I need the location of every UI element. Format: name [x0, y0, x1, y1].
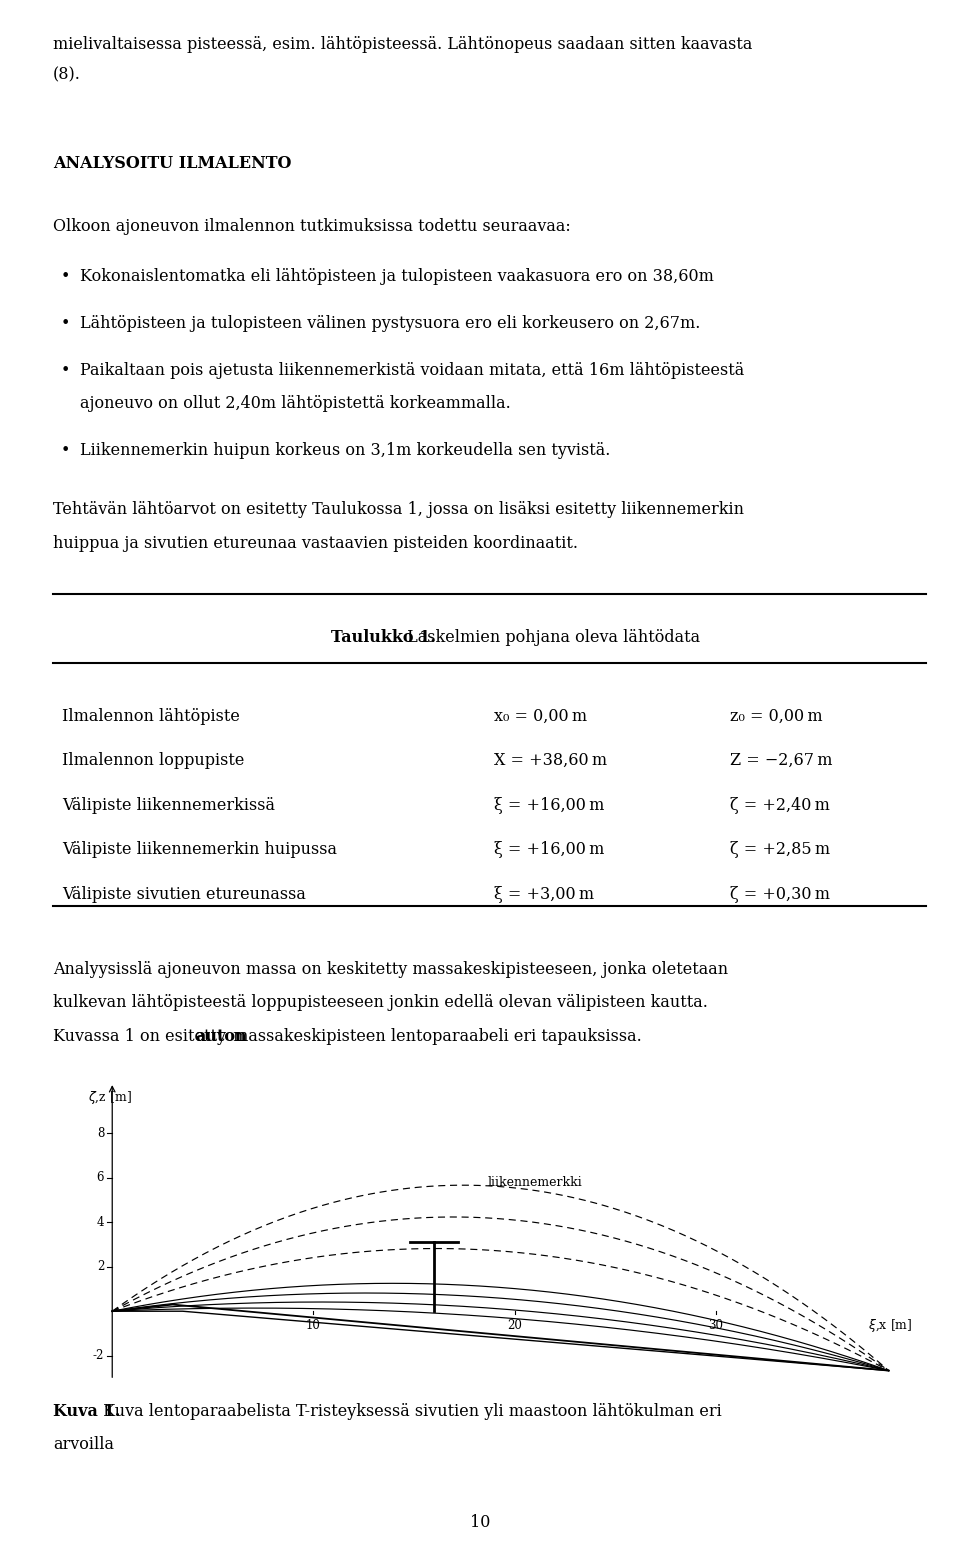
Text: ξ = +3,00 m: ξ = +3,00 m [494, 886, 594, 903]
Text: Ilmalennon lähtöpiste: Ilmalennon lähtöpiste [62, 708, 240, 725]
Text: liikennemerkki: liikennemerkki [488, 1176, 582, 1189]
Text: Ilmalennon loppupiste: Ilmalennon loppupiste [62, 753, 245, 769]
Text: Tehtävän lähtöarvot on esitetty Taulukossa 1, jossa on lisäksi esitetty liikenne: Tehtävän lähtöarvot on esitetty Taulukos… [53, 501, 744, 519]
Text: -2: -2 [93, 1350, 105, 1362]
Text: $\zeta$,z [m]: $\zeta$,z [m] [88, 1089, 132, 1106]
Text: Välipiste liikennemerkin huipussa: Välipiste liikennemerkin huipussa [62, 842, 337, 858]
Text: Kuvassa 1 on esitetty: Kuvassa 1 on esitetty [53, 1028, 231, 1045]
Text: Lähtöpisteen ja tulopisteen välinen pystysuora ero eli korkeusero on 2,67m.: Lähtöpisteen ja tulopisteen välinen pyst… [80, 316, 700, 331]
Text: Kuva 1.: Kuva 1. [53, 1403, 120, 1420]
Text: 20: 20 [507, 1318, 522, 1332]
Text: ξ = +16,00 m: ξ = +16,00 m [494, 797, 605, 814]
Text: Kokonaislentomatka eli lähtöpisteen ja tulopisteen vaakasuora ero on 38,60m: Kokonaislentomatka eli lähtöpisteen ja t… [80, 269, 713, 284]
Text: Kuva lentoparaabelista T-risteyksessä sivutien yli maastoon lähtökulman eri: Kuva lentoparaabelista T-risteyksessä si… [98, 1403, 722, 1420]
Text: ξ = +16,00 m: ξ = +16,00 m [494, 842, 605, 858]
Text: •: • [60, 442, 70, 459]
Text: massakeskipisteen lentoparaabeli eri tapauksissa.: massakeskipisteen lentoparaabeli eri tap… [228, 1028, 642, 1045]
Text: arvoilla: arvoilla [53, 1437, 114, 1453]
Text: z₀ = 0,00 m: z₀ = 0,00 m [730, 708, 822, 725]
Text: 10: 10 [469, 1514, 491, 1531]
Text: 2: 2 [97, 1261, 105, 1273]
Text: Liikennemerkin huipun korkeus on 3,1m korkeudella sen tyvistä.: Liikennemerkin huipun korkeus on 3,1m ko… [80, 442, 610, 459]
Text: ζ = +2,40 m: ζ = +2,40 m [730, 797, 829, 814]
Text: Olkoon ajoneuvon ilmalennon tutkimuksissa todettu seuraavaa:: Olkoon ajoneuvon ilmalennon tutkimuksiss… [53, 219, 570, 234]
Text: (8).: (8). [53, 66, 81, 83]
Text: ajoneuvo on ollut 2,40m lähtöpistettä korkeammalla.: ajoneuvo on ollut 2,40m lähtöpistettä ko… [80, 395, 511, 412]
Text: 10: 10 [306, 1318, 321, 1332]
Text: Analyysisslä ajoneuvon massa on keskitetty massakeskipisteeseen, jonka oletetaan: Analyysisslä ajoneuvon massa on keskitet… [53, 961, 728, 978]
Text: mielivaltaisessa pisteessä, esim. lähtöpisteessä. Lähtönopeus saadaan sitten kaa: mielivaltaisessa pisteessä, esim. lähtöp… [53, 36, 753, 53]
Text: Z = −2,67 m: Z = −2,67 m [730, 753, 832, 769]
Text: x₀ = 0,00 m: x₀ = 0,00 m [494, 708, 588, 725]
Text: •: • [60, 316, 70, 331]
Text: •: • [60, 362, 70, 378]
Text: Taulukko 1.: Taulukko 1. [330, 629, 436, 645]
Text: 6: 6 [97, 1172, 105, 1184]
Text: 30: 30 [708, 1318, 723, 1332]
Text: $\xi$,x [m]: $\xi$,x [m] [868, 1317, 913, 1334]
Text: 8: 8 [97, 1126, 105, 1140]
Text: 4: 4 [97, 1215, 105, 1229]
Text: Paikaltaan pois ajetusta liikennemerkistä voidaan mitata, että 16m lähtöpisteest: Paikaltaan pois ajetusta liikennemerkist… [80, 362, 744, 378]
Text: ζ = +2,85 m: ζ = +2,85 m [730, 842, 829, 858]
Text: Laskelmien pohjana oleva lähtödata: Laskelmien pohjana oleva lähtödata [402, 629, 700, 645]
Text: Välipiste sivutien etureunassa: Välipiste sivutien etureunassa [62, 886, 306, 903]
Text: auton: auton [196, 1028, 248, 1045]
Text: huippua ja sivutien etureunaa vastaavien pisteiden koordinaatit.: huippua ja sivutien etureunaa vastaavien… [53, 536, 578, 551]
Text: ANALYSOITU ILMALENTO: ANALYSOITU ILMALENTO [53, 156, 291, 172]
Text: kulkevan lähtöpisteestä loppupisteeseen jonkin edellä olevan välipisteen kautta.: kulkevan lähtöpisteestä loppupisteeseen … [53, 995, 708, 1011]
Text: Välipiste liikennemerkissä: Välipiste liikennemerkissä [62, 797, 276, 814]
Text: X = +38,60 m: X = +38,60 m [494, 753, 608, 769]
Text: ζ = +0,30 m: ζ = +0,30 m [730, 886, 829, 903]
Text: •: • [60, 269, 70, 284]
